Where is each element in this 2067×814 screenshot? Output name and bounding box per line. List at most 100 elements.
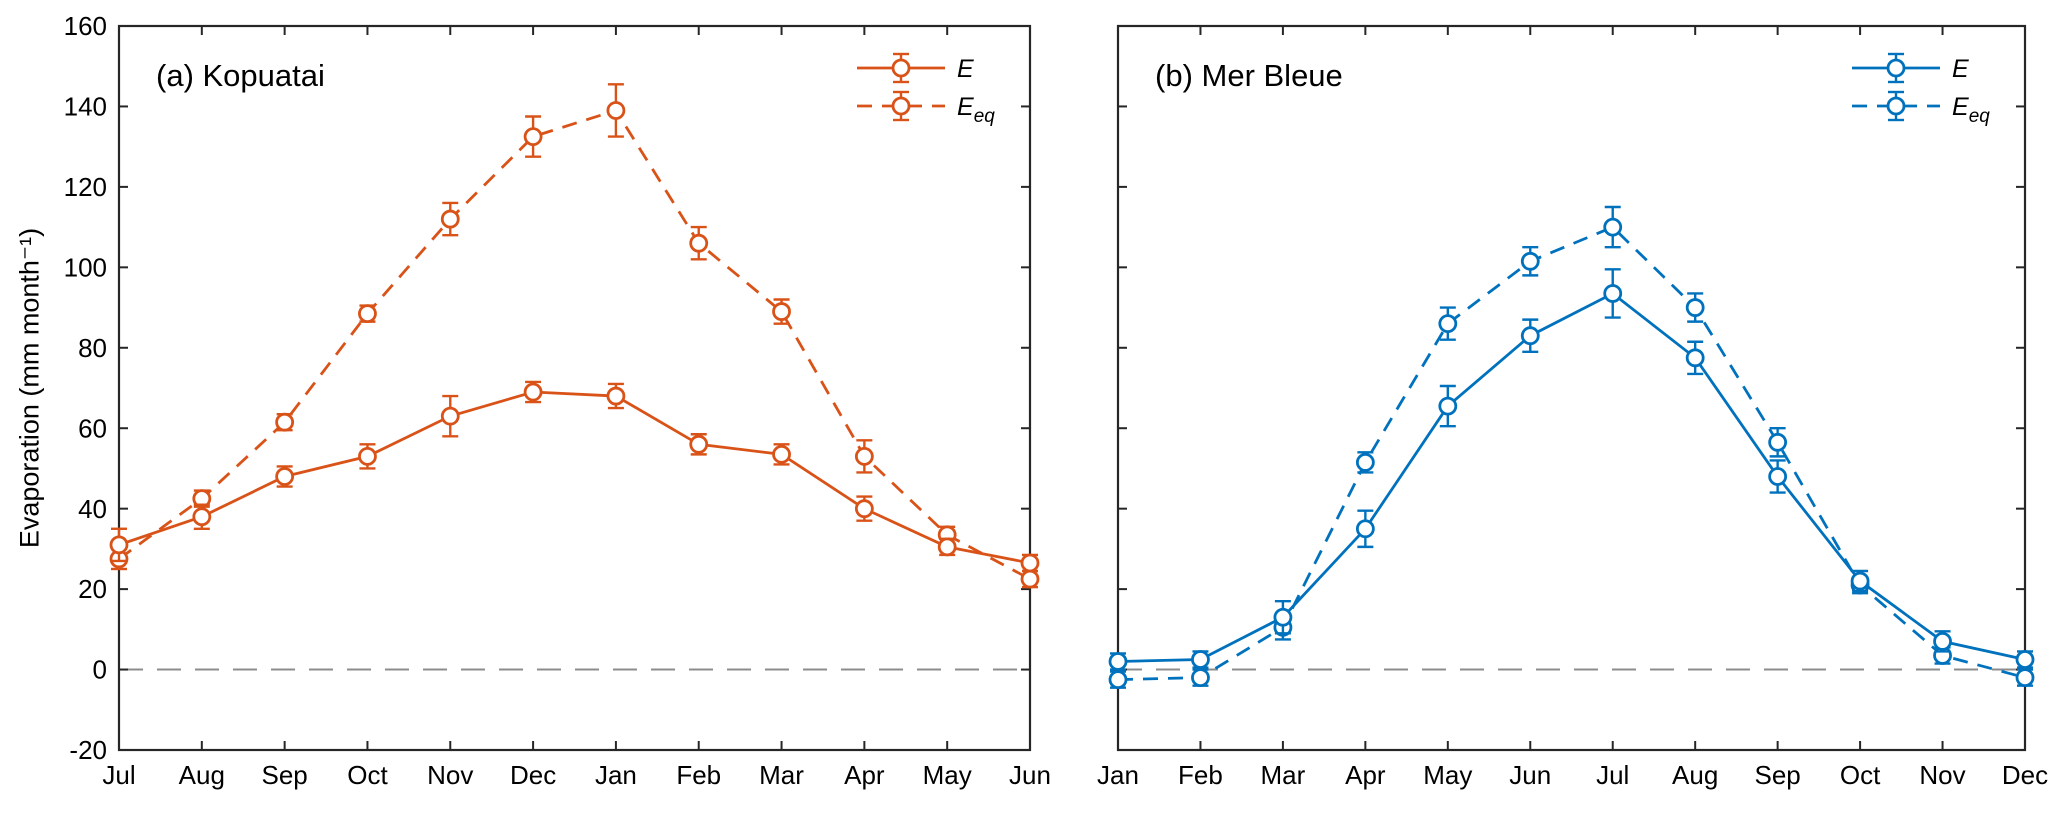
x-tick-label: Aug (179, 760, 225, 790)
x-tick-label: Apr (844, 760, 885, 790)
legend-panel-a: E Eeq (857, 52, 995, 127)
legend-label-E: E (1952, 55, 1969, 83)
legend-label-Eeq: Eeq (957, 93, 995, 127)
legend-marker (891, 58, 911, 78)
x-tick-label: Apr (1345, 760, 1386, 790)
marker-Eeq (1108, 670, 1128, 690)
marker-E (358, 446, 377, 466)
legend-marker (1886, 96, 1906, 116)
marker-E (275, 467, 295, 486)
x-tick-label: Oct (1840, 760, 1881, 790)
marker-Eeq (1520, 251, 1540, 271)
marker-Eeq (1355, 453, 1375, 472)
legend-panel-b: E Eeq (1852, 52, 1990, 127)
marker-Eeq (358, 304, 377, 323)
x-tick-label: Sep (262, 760, 308, 790)
plot-box (117, 24, 1032, 752)
x-tick-label: Sep (1755, 760, 1801, 790)
y-tick-label: 0 (93, 655, 107, 685)
panel-b-title: (b) Mer Bleue (1155, 58, 1343, 93)
marker-E (1933, 632, 1952, 651)
marker-Eeq (854, 446, 874, 466)
y-tick-label: -20 (69, 735, 107, 765)
series-E-line (1117, 291, 2026, 663)
x-tick-label: Dec (510, 760, 556, 790)
x-tick-label: May (1423, 760, 1472, 790)
marker-E (1603, 284, 1623, 303)
marker-Eeq (772, 302, 791, 321)
marker-Eeq (440, 209, 460, 229)
series-E-line (118, 390, 1031, 565)
x-tick-label: Jan (595, 760, 637, 790)
y-tick-label: 100 (64, 252, 107, 282)
marker-Eeq (1438, 314, 1458, 334)
marker-E (937, 537, 957, 557)
marker-Eeq (1020, 569, 1040, 589)
series-Eeq-line (118, 108, 1031, 581)
y-tick-label: 20 (78, 574, 107, 604)
marker-E (192, 507, 212, 527)
marker-E (1520, 326, 1540, 346)
plot-box (1116, 24, 2027, 752)
marker-E (772, 444, 791, 464)
x-tick-label: Feb (1178, 760, 1223, 790)
x-tick-label: Jul (102, 760, 135, 790)
series-Eeq-line (1117, 225, 2026, 682)
legend-label-subscript: eq (974, 106, 996, 127)
marker-E (689, 434, 709, 454)
x-tick-label: Nov (427, 760, 473, 790)
marker-Eeq (689, 233, 709, 253)
x-tick-label: Aug (1672, 760, 1718, 790)
legend-label-Eeq: Eeq (1952, 93, 1990, 127)
marker-Eeq (1191, 668, 1210, 687)
marker-E (1191, 650, 1210, 669)
y-tick-label: 60 (78, 413, 107, 443)
marker-E (1020, 553, 1040, 573)
panel-a: -20 0 20 40 60 80 100 120 140 160 Jul Aug Sep Oct Nov D… (64, 11, 1051, 790)
marker-E (1438, 396, 1458, 416)
marker-Eeq (2015, 668, 2035, 687)
marker-E (440, 406, 460, 426)
marker-Eeq (523, 127, 543, 147)
marker-E (1355, 519, 1375, 539)
legend-marker (1886, 58, 1906, 78)
marker-E (523, 382, 543, 402)
marker-E (854, 499, 874, 519)
marker-Eeq (1603, 217, 1623, 237)
legend-label-subscript: eq (1969, 106, 1991, 127)
y-tick-label: 140 (64, 92, 107, 122)
y-tick-label: 40 (78, 494, 107, 524)
x-tick-label: Jun (1009, 760, 1051, 790)
y-tick-label: 80 (78, 333, 107, 363)
marker-E (2015, 650, 2035, 669)
x-tick-label: Mar (759, 760, 804, 790)
marker-E (606, 386, 626, 406)
y-tick-label: 120 (64, 172, 107, 202)
panel-b: Jan Feb Mar Apr May Jun Jul Aug Sep Oct Nov Dec E Eeq (1097, 24, 2048, 790)
x-tick-label: Nov (1919, 760, 1965, 790)
x-tick-label: Oct (347, 760, 388, 790)
marker-E (1685, 348, 1705, 368)
y-tick-label: 160 (64, 11, 107, 41)
marker-E (109, 535, 129, 555)
x-tick-label: Mar (1261, 760, 1306, 790)
marker-Eeq (1685, 298, 1705, 317)
marker-E (1108, 652, 1128, 671)
legend-marker (891, 96, 911, 116)
x-tick-label: Jan (1097, 760, 1139, 790)
x-tick-label: Jun (1509, 760, 1551, 790)
marker-Eeq (1768, 432, 1788, 452)
marker-Eeq (275, 412, 295, 432)
marker-E (1768, 467, 1788, 486)
x-tick-label: Jul (1596, 760, 1629, 790)
x-tick-label: May (923, 760, 972, 790)
marker-Eeq (606, 101, 626, 120)
x-tick-label: Feb (676, 760, 721, 790)
x-tick-label: Dec (2002, 760, 2048, 790)
y-axis-label: Evaporation (mm month⁻¹) (14, 227, 45, 549)
marker-E (1273, 607, 1293, 627)
panel-a-title: (a) Kopuatai (156, 58, 325, 93)
legend-label-E: E (957, 55, 974, 83)
